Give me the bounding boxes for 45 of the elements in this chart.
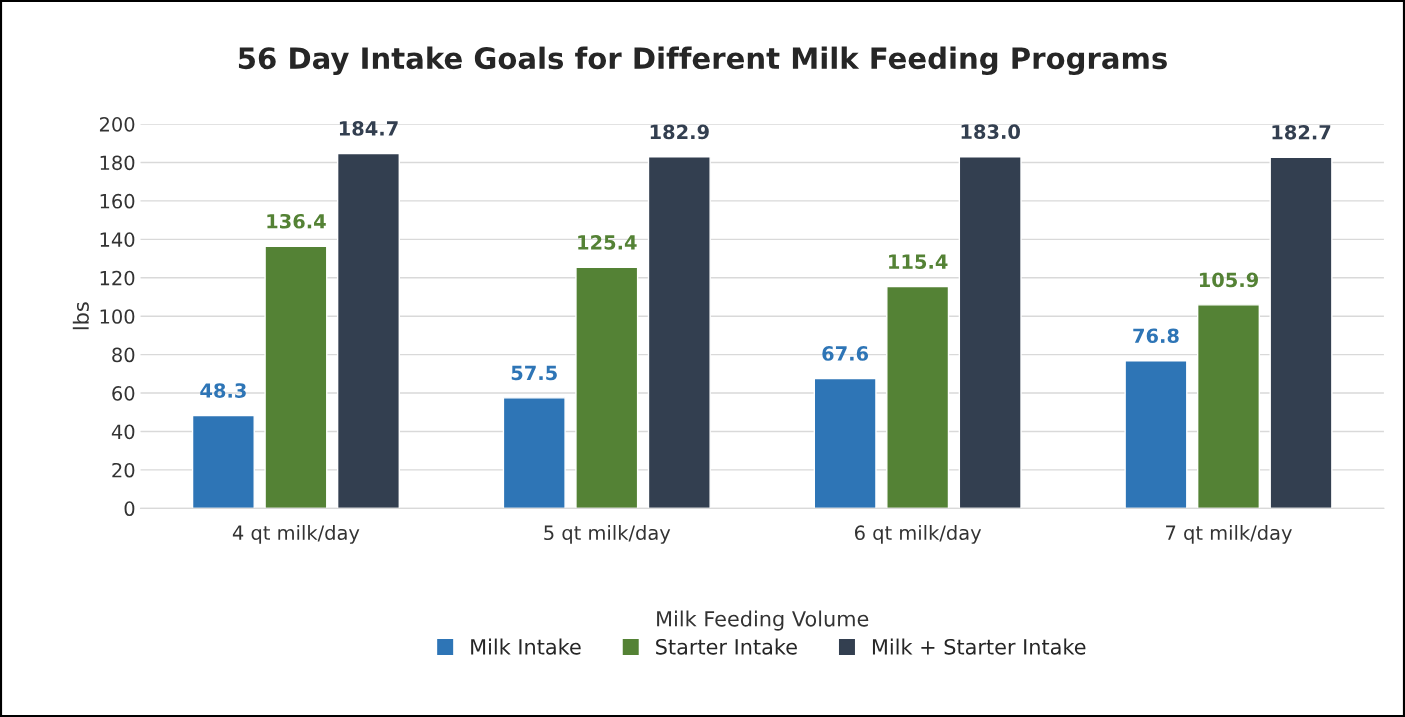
chart-title: 56 Day Intake Goals for Different Milk Feeding Programs [238, 46, 1167, 76]
bar [575, 266, 639, 509]
data-label: 184.7 [339, 121, 398, 136]
y-tick-label: 160 [100, 193, 135, 209]
legend-label: Milk Intake [471, 638, 581, 655]
bar [813, 377, 877, 509]
bar [336, 152, 400, 509]
bar [502, 397, 566, 509]
y-tick-label: 60 [112, 386, 135, 401]
data-label: 125.4 [578, 235, 637, 250]
y-tick-label: 120 [100, 270, 135, 286]
data-label: 57.5 [511, 365, 557, 381]
x-axis-title: Milk Feeding Volume [657, 610, 869, 631]
bar [886, 285, 950, 509]
legend-label: Milk + Starter Intake [872, 638, 1086, 655]
y-tick-label: 40 [111, 424, 135, 440]
data-label: 182.7 [1272, 124, 1331, 140]
y-tick-label: 80 [112, 347, 135, 363]
bar [1196, 304, 1261, 509]
data-label: 115.4 [889, 254, 948, 269]
bar [958, 156, 1022, 509]
data-label: 67.6 [822, 346, 869, 361]
y-tick-label: 180 [100, 155, 135, 171]
bar [647, 156, 711, 509]
bar [1124, 360, 1188, 509]
data-label: 105.9 [1199, 272, 1259, 288]
y-tick-label: 200 [99, 117, 135, 132]
data-label: 136.4 [267, 213, 326, 229]
data-label: 183.0 [961, 124, 1020, 140]
data-label: 182.9 [650, 124, 709, 140]
bar [264, 245, 328, 509]
y-tick-label: 140 [100, 232, 135, 247]
data-label: 76.8 [1133, 328, 1179, 344]
x-tick-label: 4 qt milk/day [232, 525, 360, 544]
bar [191, 414, 255, 509]
legend-label: Starter Intake [656, 638, 797, 655]
y-axis-title: lbs [72, 302, 89, 330]
y-tick-label: 100 [100, 309, 135, 324]
x-tick-label: 7 qt milk/day [1166, 525, 1292, 544]
bar [1269, 156, 1333, 509]
data-label: 48.3 [200, 383, 246, 398]
y-tick-label: 0 [124, 501, 135, 517]
y-tick-label: 20 [112, 462, 135, 478]
x-tick-label: 5 qt milk/day [544, 525, 671, 544]
x-tick-label: 6 qt milk/day [854, 525, 982, 544]
